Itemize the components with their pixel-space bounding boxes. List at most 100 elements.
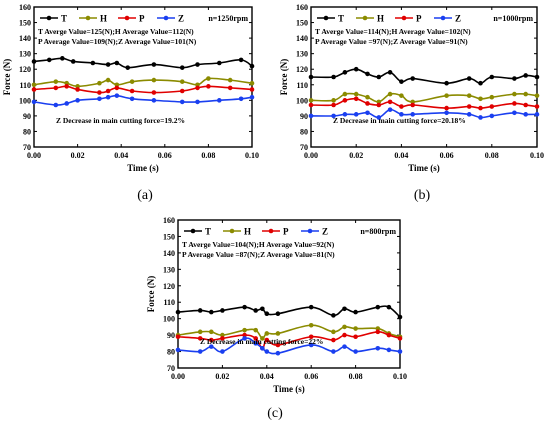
plot-frame <box>33 6 253 148</box>
y-tick-label: 90 <box>167 331 175 340</box>
data-point-H <box>242 327 247 333</box>
data-point-Z <box>399 112 404 117</box>
data-point-H <box>97 80 102 86</box>
x-axis-label: Time (s) <box>408 163 440 173</box>
data-point-Z <box>331 349 336 354</box>
data-point-Z <box>342 112 348 117</box>
data-point-Z <box>195 99 200 105</box>
y-tick-label: 100 <box>19 96 31 105</box>
data-point-Z <box>397 349 403 354</box>
data-point-P <box>197 336 203 341</box>
data-point-H <box>31 82 37 88</box>
series-line-T <box>177 305 401 318</box>
data-point-P <box>227 85 233 91</box>
y-tick-label: 100 <box>296 96 308 105</box>
data-point-Z <box>31 99 37 105</box>
data-point-H <box>444 93 449 98</box>
data-point-H <box>179 79 185 84</box>
x-tick-label: 0.04 <box>394 151 408 160</box>
legend-label-T: T <box>338 14 344 24</box>
y-axis-label: Force (N) <box>2 59 12 96</box>
y-tick-label: 150 <box>19 19 31 28</box>
data-point-H <box>342 91 348 97</box>
data-point-P <box>105 88 111 94</box>
data-point-Z <box>75 98 80 103</box>
data-point-P <box>253 336 258 341</box>
data-point-P <box>478 105 483 111</box>
data-point-P <box>399 104 404 109</box>
legend-label-T: T <box>61 14 67 24</box>
data-point-Z <box>523 112 528 117</box>
y-axis-label: Force (N) <box>146 276 156 313</box>
data-point-T <box>60 56 65 61</box>
legend-label-Z: Z <box>455 14 461 24</box>
average-values-annotation: T Averge Value=104(N);H Average Value=92… <box>182 240 335 249</box>
series-line-P <box>310 97 538 109</box>
data-point-Z <box>175 347 181 353</box>
data-point-P <box>410 102 415 108</box>
data-point-Z <box>386 347 392 353</box>
y-tick-label: 100 <box>163 315 175 324</box>
data-point-Z <box>331 113 336 119</box>
x-tick-label: 0.10 <box>245 151 259 160</box>
legend-marker-H <box>85 15 91 21</box>
data-point-P <box>264 337 270 343</box>
legend-marker-Z <box>307 228 313 234</box>
data-point-H <box>353 91 359 97</box>
y-tick-label: 160 <box>296 3 308 12</box>
data-point-H <box>331 329 336 335</box>
data-point-P <box>308 102 314 108</box>
data-point-P <box>331 102 336 108</box>
data-point-Z <box>151 98 157 103</box>
data-point-T <box>386 304 392 310</box>
x-axis-label: Time (s) <box>127 163 159 173</box>
data-point-T <box>489 74 495 80</box>
data-point-T <box>478 80 483 86</box>
data-point-P <box>129 88 135 94</box>
x-tick-label: 0.02 <box>71 151 85 160</box>
y-tick-label: 150 <box>296 19 308 28</box>
chart-panel-a: 70 80 90 100 110 120 130 140 150 160 0.00 0.02 0.04 0… <box>0 0 270 205</box>
data-point-P <box>376 102 382 108</box>
legend-marker-T <box>323 15 329 21</box>
data-point-H <box>275 331 281 336</box>
data-point-T <box>275 311 281 317</box>
average-values-annotation: P Average Value =97(N);Z Average Value=9… <box>315 37 468 46</box>
series-line-T <box>310 68 538 85</box>
data-point-T <box>260 306 265 312</box>
data-point-T <box>125 65 131 70</box>
data-point-Z <box>249 94 255 100</box>
data-point-T <box>209 309 214 315</box>
data-point-Z <box>308 342 314 348</box>
caption-b: (b) <box>413 188 431 203</box>
y-tick-label: 130 <box>163 265 175 274</box>
legend-marker-P <box>401 15 407 21</box>
y-tick-label: 130 <box>296 50 308 59</box>
data-point-T <box>308 74 314 80</box>
legend-label-P: P <box>283 227 289 237</box>
data-point-H <box>387 91 393 97</box>
data-point-T <box>195 62 200 67</box>
data-point-Z <box>353 112 359 117</box>
data-point-H <box>227 77 233 83</box>
x-tick-label: 0.08 <box>485 151 499 160</box>
y-tick-label: 120 <box>19 65 31 74</box>
data-point-H <box>209 329 214 335</box>
data-point-Z <box>410 112 415 117</box>
y-tick-label: 80 <box>23 127 31 136</box>
data-point-Z <box>260 345 265 351</box>
data-point-H <box>466 93 472 98</box>
y-tick-label: 130 <box>19 50 31 59</box>
data-point-T <box>466 76 472 81</box>
speed-label: n=800rpm <box>360 227 396 236</box>
data-point-P <box>466 104 472 109</box>
decrease-note: Z Decrease in main cutting force=22% <box>200 337 323 346</box>
data-point-H <box>308 322 314 328</box>
data-point-T <box>249 63 255 69</box>
data-point-P <box>209 337 214 343</box>
data-point-P <box>64 84 69 89</box>
data-point-Z <box>466 112 472 117</box>
data-point-Z <box>97 96 102 102</box>
x-tick-label: 0.00 <box>304 151 318 160</box>
x-tick-label: 0.02 <box>215 372 229 381</box>
